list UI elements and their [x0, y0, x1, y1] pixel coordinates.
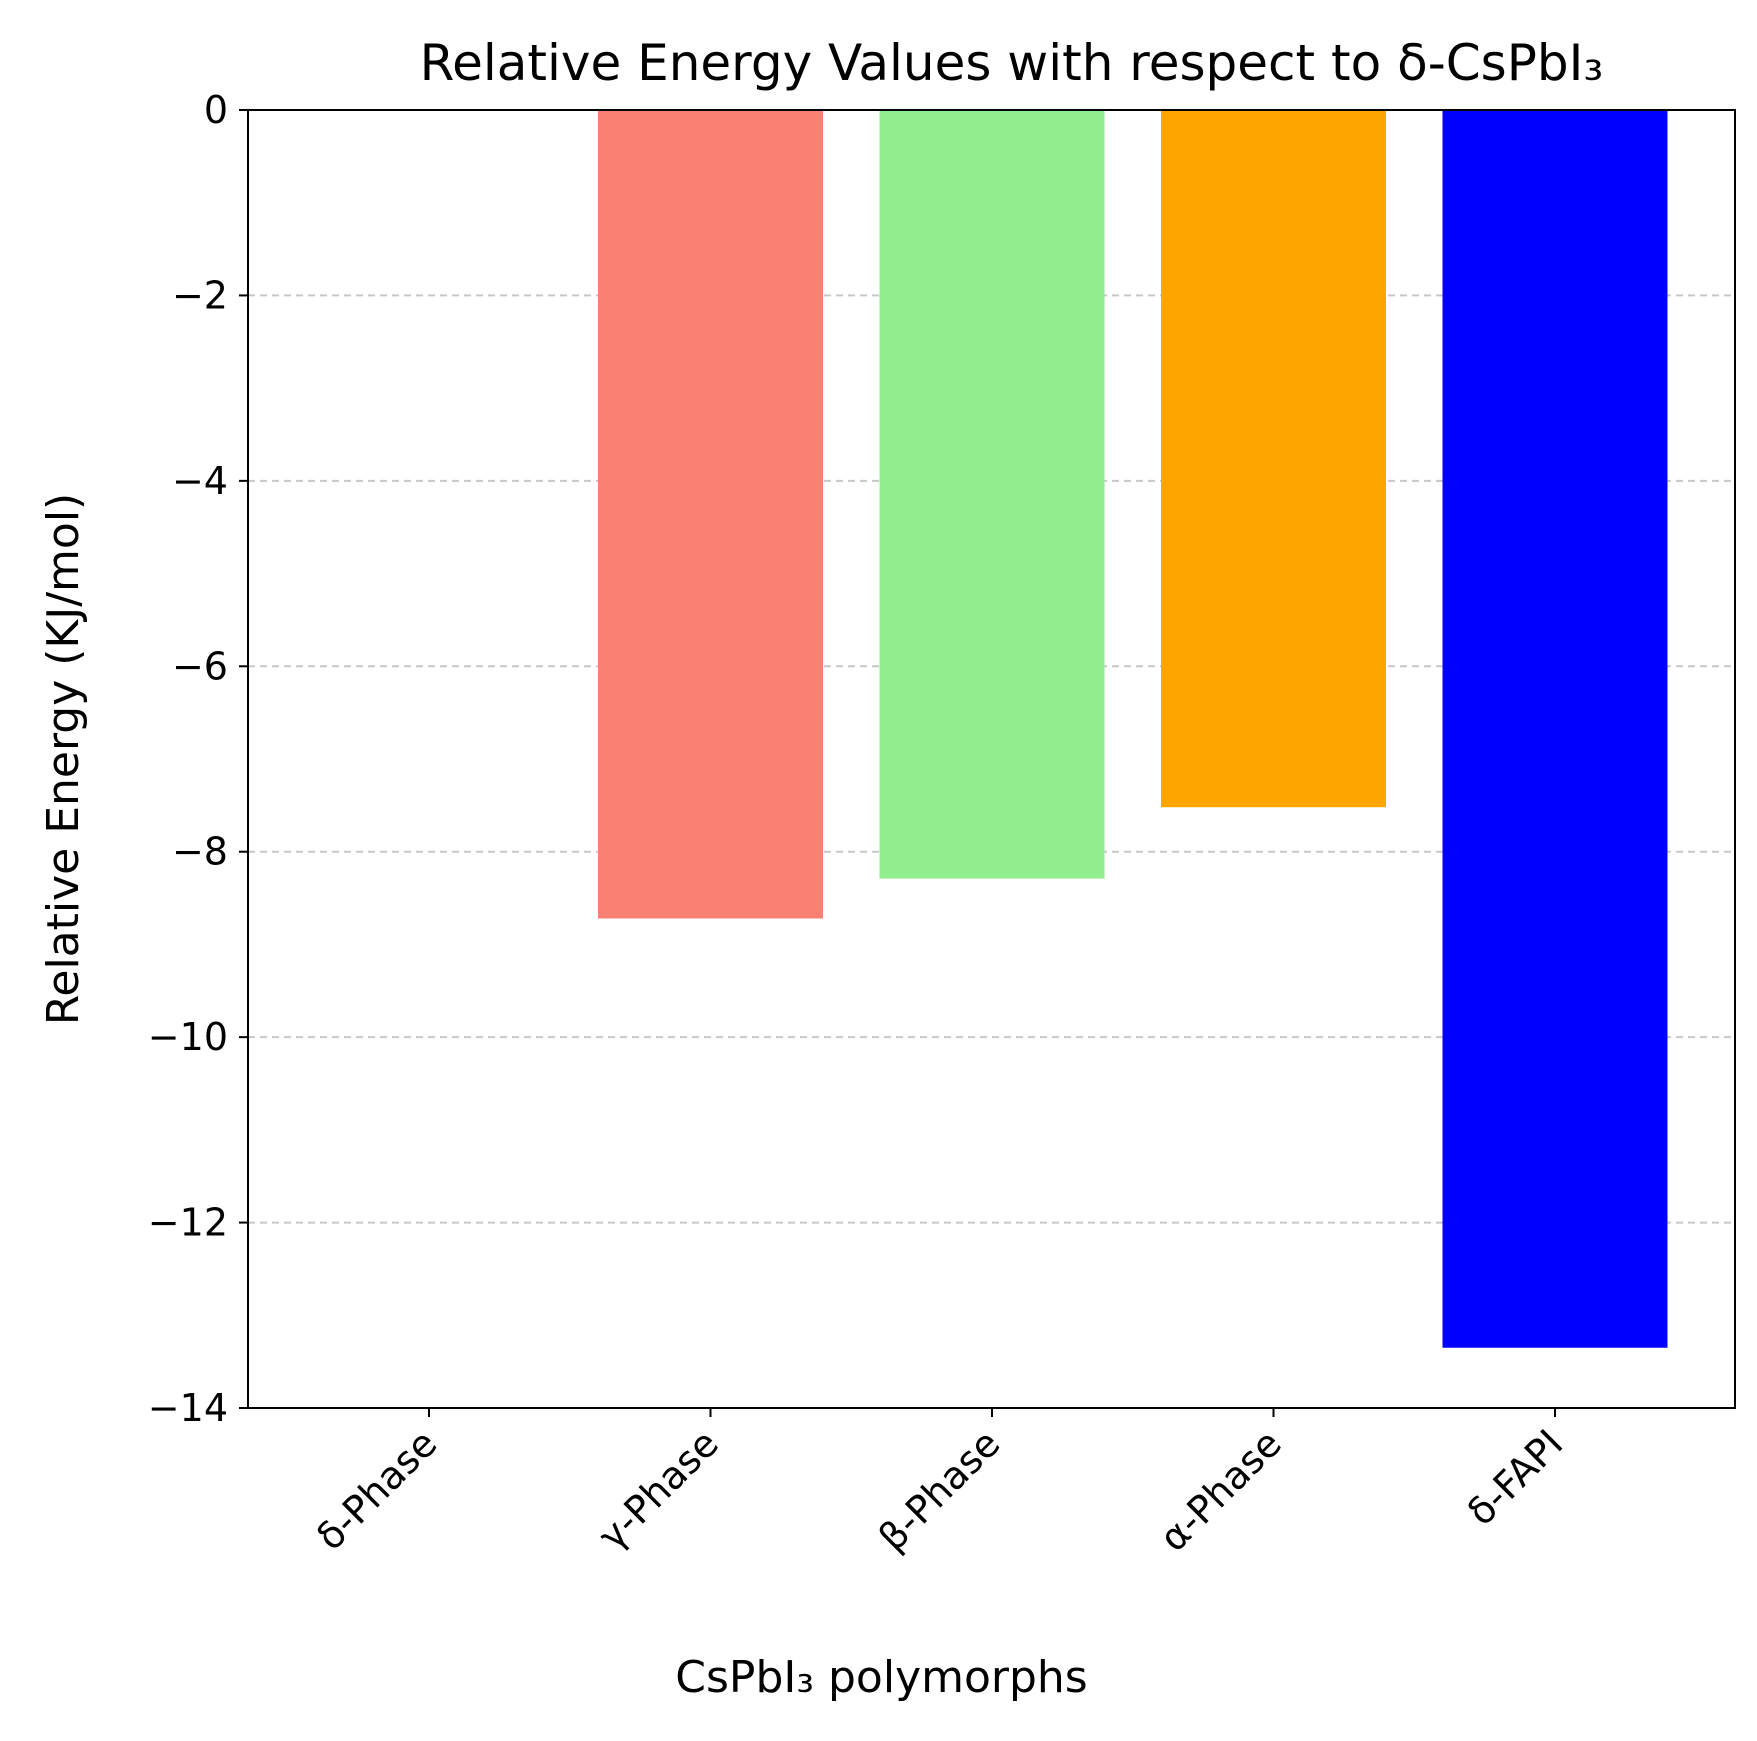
x-tick-label: β-Phase [870, 1421, 1008, 1559]
bars [598, 110, 1668, 1348]
y-tick-label: −10 [148, 1015, 228, 1059]
y-tick-label: 0 [204, 88, 228, 132]
y-tick-label: −6 [172, 644, 228, 688]
y-tick-label: −14 [148, 1386, 228, 1430]
x-tick-label: δ-Phase [308, 1421, 445, 1558]
chart-title: Relative Energy Values with respect to δ… [420, 34, 1604, 92]
x-tick-label: α-Phase [1151, 1421, 1290, 1560]
y-tick-label: −4 [172, 459, 228, 503]
bar [1161, 110, 1386, 808]
x-tick-label: γ-Phase [590, 1421, 727, 1558]
bar [598, 110, 823, 919]
x-axis-ticks: δ-Phase γ-Phase β-Phase α-Phase δ-FAPI [308, 1408, 1571, 1560]
y-tick-label: −12 [148, 1201, 228, 1245]
y-axis-ticks: 0 −2 −4 −6 −8 −10 −12 −14 [148, 88, 248, 1430]
x-axis-label: CsPbI₃ polymorphs [675, 1652, 1087, 1703]
x-tick-label: δ-FAPI [1459, 1421, 1572, 1534]
bar [879, 110, 1105, 879]
bar [1442, 110, 1668, 1348]
y-axis-label: Relative Energy (KJ/mol) [38, 493, 89, 1025]
y-tick-label: −2 [172, 273, 228, 317]
y-tick-label: −8 [172, 830, 228, 874]
